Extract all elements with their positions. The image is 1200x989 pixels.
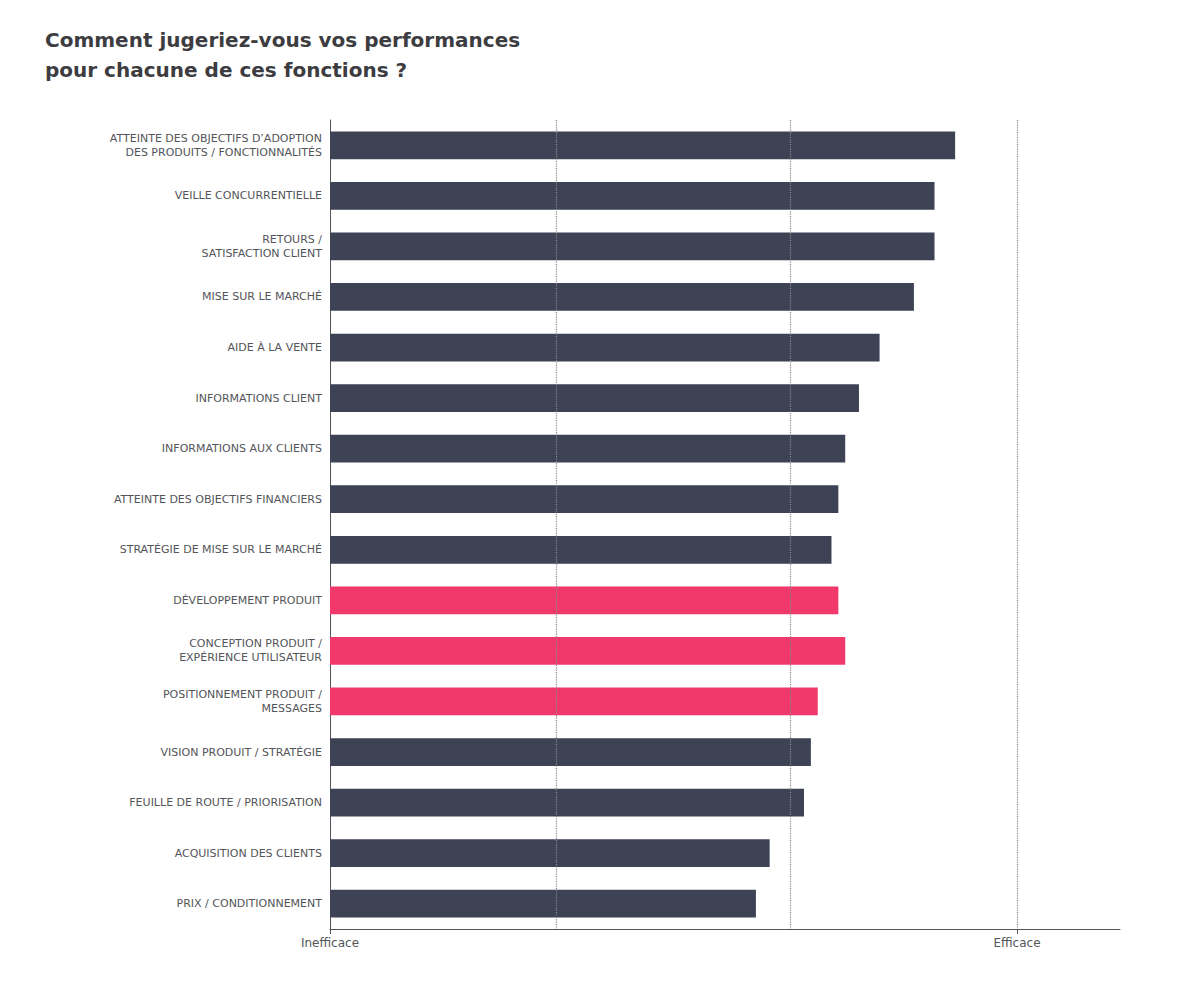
svg-text:DÉVELOPPEMENT PRODUIT: DÉVELOPPEMENT PRODUIT (173, 594, 322, 607)
svg-text:RETOURS /: RETOURS / (262, 233, 322, 246)
svg-text:ACQUISITION DES CLIENTS: ACQUISITION DES CLIENTS (175, 847, 322, 860)
svg-text:Comment jugeriez-vous vos perf: Comment jugeriez-vous vos performances (45, 28, 520, 52)
svg-text:EXPÉRIENCE UTILISATEUR: EXPÉRIENCE UTILISATEUR (179, 651, 322, 664)
svg-text:PRIX / CONDITIONNEMENT: PRIX / CONDITIONNEMENT (177, 897, 323, 910)
svg-text:MESSAGES: MESSAGES (262, 702, 322, 715)
svg-text:CONCEPTION PRODUIT /: CONCEPTION PRODUIT / (189, 637, 322, 650)
svg-text:VEILLE CONCURRENTIELLE: VEILLE CONCURRENTIELLE (175, 189, 322, 202)
svg-text:FEUILLE DE ROUTE / PRIORISATIO: FEUILLE DE ROUTE / PRIORISATION (129, 796, 322, 809)
svg-text:AIDE À LA VENTE: AIDE À LA VENTE (228, 341, 323, 354)
svg-text:pour chacune de ces fonctions: pour chacune de ces fonctions ? (45, 58, 407, 82)
svg-text:MISE SUR LE MARCHÉ: MISE SUR LE MARCHÉ (202, 290, 322, 303)
svg-text:VISION PRODUIT / STRATÉGIE: VISION PRODUIT / STRATÉGIE (161, 746, 323, 759)
svg-text:Efficace: Efficace (993, 936, 1040, 950)
svg-text:STRATÉGIE DE MISE SUR LE MARCH: STRATÉGIE DE MISE SUR LE MARCHÉ (120, 543, 322, 556)
svg-text:SATISFACTION CLIENT: SATISFACTION CLIENT (202, 247, 323, 260)
svg-text:INFORMATIONS CLIENT: INFORMATIONS CLIENT (195, 392, 322, 405)
svg-text:POSITIONNEMENT PRODUIT /: POSITIONNEMENT PRODUIT / (163, 688, 322, 701)
svg-text:Inefficace: Inefficace (301, 936, 359, 950)
svg-text:INFORMATIONS AUX CLIENTS: INFORMATIONS AUX CLIENTS (162, 442, 322, 455)
svg-text:ATTEINTE DES OBJECTIFS FINANCI: ATTEINTE DES OBJECTIFS FINANCIERS (114, 493, 322, 506)
svg-text:DES PRODUITS / FONCTIONNALITÉS: DES PRODUITS / FONCTIONNALITÉS (125, 146, 322, 159)
svg-text:ATTEINTE DES OBJECTIFS D’ADOPT: ATTEINTE DES OBJECTIFS D’ADOPTION (110, 132, 322, 145)
